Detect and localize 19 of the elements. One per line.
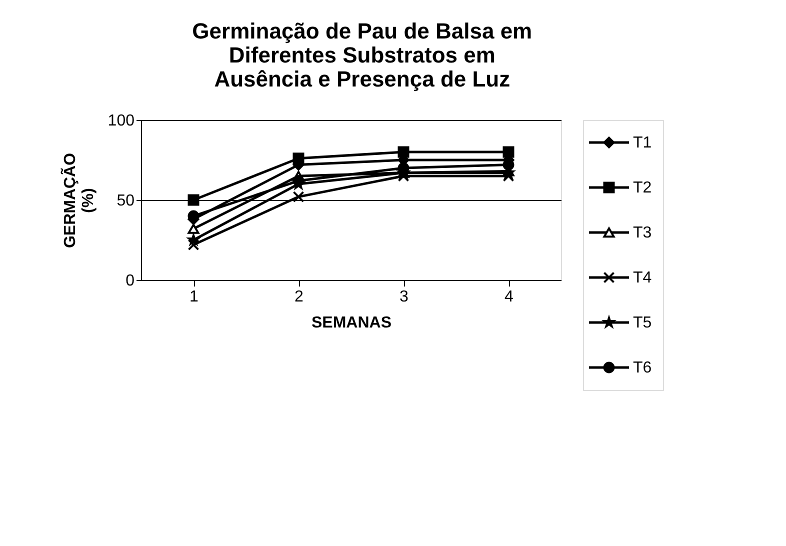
legend-label: T1 [633,134,652,152]
y-tick-label: 50 [116,192,135,210]
legend-label: T5 [633,314,652,332]
x-tick-label: 4 [504,288,514,306]
x-tick-label: 1 [190,288,199,306]
text: Diferentes Substratos em [228,42,496,68]
legend-label: T2 [633,180,652,196]
legend-label: T6 [633,360,652,376]
x-tick-label: 3 [400,288,409,306]
text: Germinação de Pau de Balsa em [192,18,532,44]
text: Ausência e Presença de Luz [214,66,510,92]
y-tick-label: 0 [126,272,135,290]
y-tick-label: 100 [108,112,135,130]
x-axis-title: SEMANAS [311,314,392,332]
text: (%) [80,188,97,213]
legend-label: T3 [633,224,652,242]
x-tick-label: 2 [294,288,304,306]
text: GERMAÇÃO [62,152,79,248]
legend-label: T4 [633,270,652,286]
